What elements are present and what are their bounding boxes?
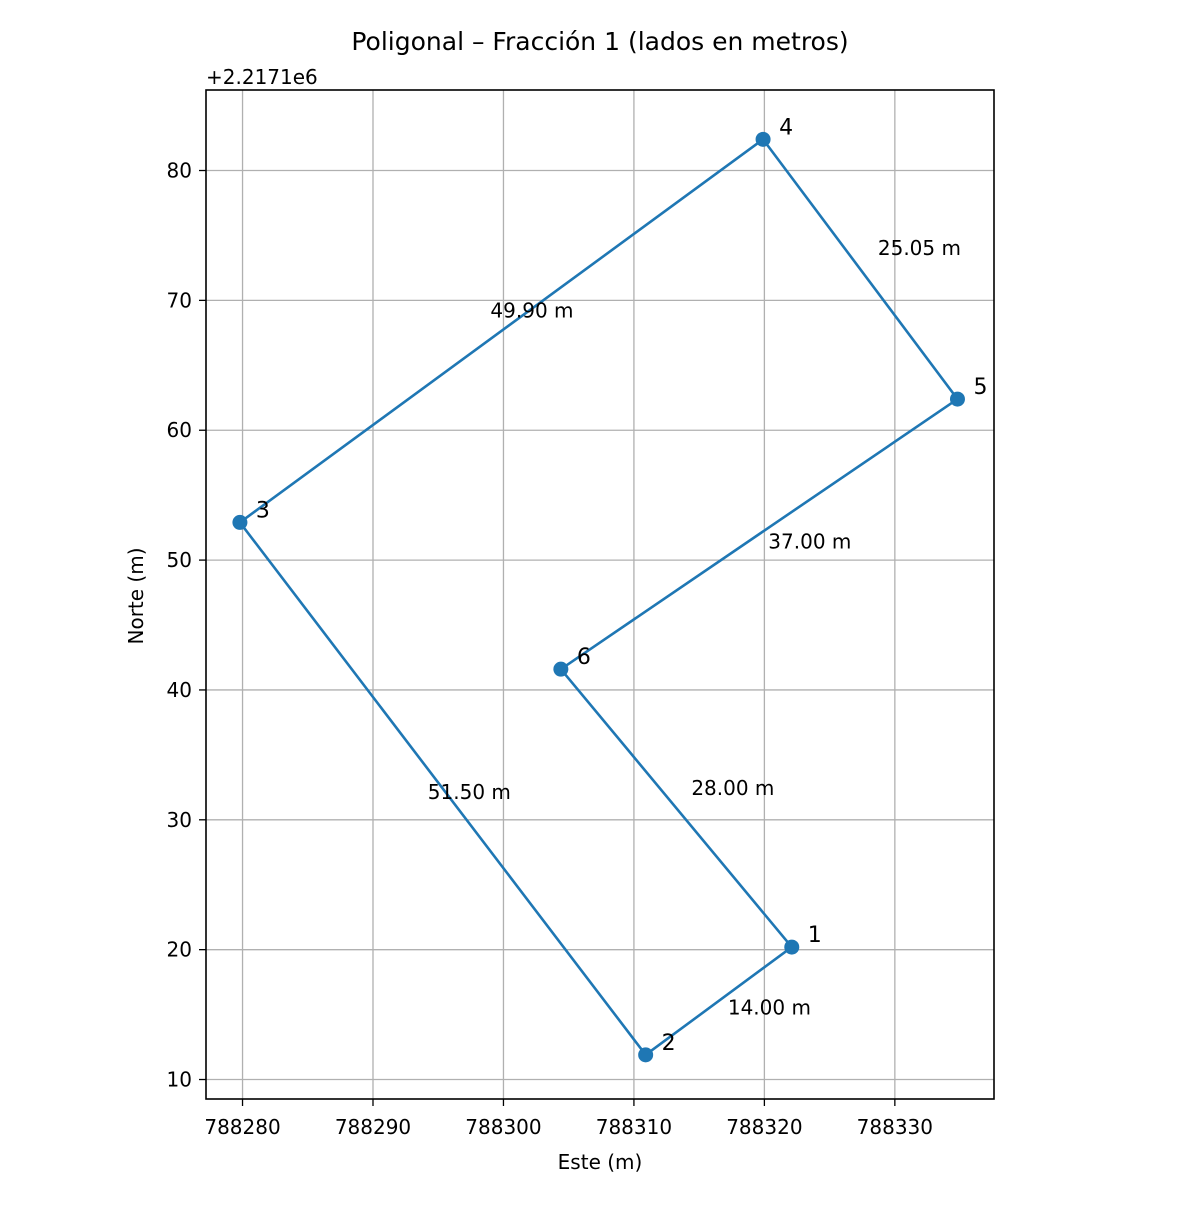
plot-frame — [205, 89, 995, 1100]
edge-length-label: 25.05 m — [878, 236, 961, 260]
vertex-label: 5 — [973, 375, 987, 400]
y-tick-label: 80 — [167, 159, 192, 183]
vertex-label: 3 — [256, 498, 270, 523]
polygon-edge — [559, 397, 959, 671]
edge-length-label: 51.50 m — [428, 780, 511, 804]
y-tick-label: 30 — [167, 808, 192, 832]
vertex-label: 1 — [808, 923, 822, 948]
polygon-edge — [761, 138, 959, 401]
y-axis-label: Norte (m) — [124, 547, 148, 644]
y-tick-label: 60 — [167, 418, 192, 442]
polygon-edge — [644, 945, 794, 1057]
y-offset-label: +2.2171e6 — [206, 65, 318, 89]
vertex-marker — [232, 514, 248, 530]
grid-lines — [206, 90, 994, 1099]
polygon-edge — [238, 521, 647, 1057]
y-tick-label: 70 — [167, 288, 192, 312]
edge-length-label: 49.90 m — [490, 298, 573, 322]
x-tick-label: 788280 — [204, 1115, 280, 1139]
y-tick-label: 50 — [167, 548, 192, 572]
edge-length-label: 37.00 m — [768, 529, 851, 553]
vertex-label: 2 — [662, 1031, 676, 1056]
y-tick-label: 40 — [167, 678, 192, 702]
x-axis-label: Este (m) — [558, 1150, 643, 1174]
x-tick-label: 788310 — [596, 1115, 672, 1139]
vertex-label: 6 — [577, 645, 591, 670]
annotations: 1 2 3 4 5 6 14.00 m 51.50 m 49.90 m 25.05 m 37.00 … — [256, 115, 988, 1056]
vertex-marker — [553, 661, 569, 677]
polygon-edge — [559, 667, 794, 949]
x-tick-label: 788290 — [335, 1115, 411, 1139]
vertex-marker — [949, 391, 965, 407]
y-tick-label: 10 — [167, 1068, 192, 1092]
x-tick-label: 788330 — [857, 1115, 933, 1139]
x-tick-label: 788300 — [465, 1115, 541, 1139]
vertex-marker — [638, 1047, 654, 1063]
vertex-marker — [755, 131, 771, 147]
x-tick-label: 788320 — [726, 1115, 802, 1139]
edge-length-label: 14.00 m — [728, 996, 811, 1020]
y-tick-label: 20 — [167, 938, 192, 962]
vertex-marker — [784, 939, 800, 955]
axis-ticks: 788280 788290 788300 788310 788320 788330 10 20… — [167, 159, 933, 1139]
chart-title: Poligonal – Fracción 1 (lados en metros) — [351, 27, 848, 56]
edge-length-label: 28.00 m — [691, 776, 774, 800]
polygon-line — [232, 131, 965, 1063]
vertex-label: 4 — [779, 115, 793, 140]
polygon-edge — [238, 138, 765, 524]
